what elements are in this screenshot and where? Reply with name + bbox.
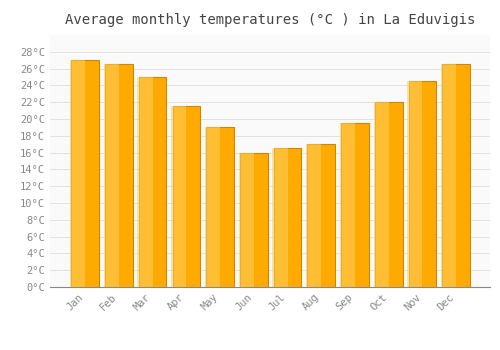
Bar: [105, 64, 133, 287]
Bar: [205, 127, 220, 287]
Bar: [240, 153, 268, 287]
Bar: [340, 123, 355, 287]
Bar: [70, 60, 85, 287]
Bar: [274, 148, 301, 287]
Bar: [139, 77, 166, 287]
Title: Average monthly temperatures (°C ) in La Eduvigis: Average monthly temperatures (°C ) in La…: [65, 13, 475, 27]
Bar: [172, 106, 200, 287]
Bar: [272, 148, 287, 287]
Bar: [375, 102, 402, 287]
Bar: [72, 60, 99, 287]
Bar: [441, 64, 456, 287]
Bar: [308, 144, 335, 287]
Bar: [407, 81, 422, 287]
Bar: [442, 64, 470, 287]
Bar: [104, 64, 119, 287]
Bar: [341, 123, 369, 287]
Bar: [171, 106, 186, 287]
Bar: [408, 81, 436, 287]
Bar: [238, 153, 254, 287]
Bar: [138, 77, 152, 287]
Bar: [206, 127, 234, 287]
Bar: [306, 144, 322, 287]
Bar: [374, 102, 388, 287]
